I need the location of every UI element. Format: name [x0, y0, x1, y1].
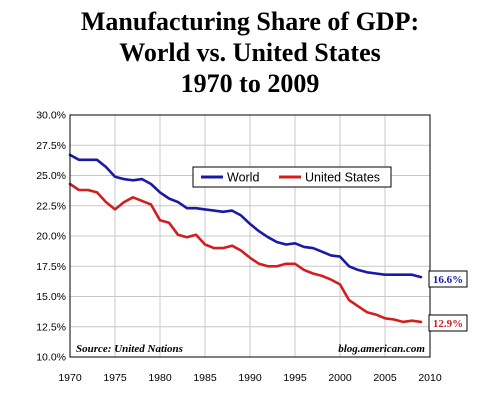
end-label-world-box	[428, 270, 468, 288]
x-tick-label: 1990	[238, 372, 262, 384]
end-label-us-text: 12.9%	[433, 318, 463, 330]
series-lines	[68, 153, 423, 324]
chart-title: Manufacturing Share of GDP: World vs. Un…	[0, 6, 500, 99]
grid-lines	[69, 114, 431, 358]
credit-note: blog.american.com	[338, 343, 425, 355]
legend-label-us: United States	[305, 171, 380, 185]
y-tick-label: 27.5%	[36, 140, 66, 152]
end-label-world: 16.6%	[428, 270, 468, 288]
title-line-3: 1970 to 2009	[180, 69, 320, 98]
y-tick-label: 25.0%	[36, 170, 66, 182]
title-line-1: Manufacturing Share of GDP:	[80, 7, 420, 36]
y-tick-label: 12.5%	[36, 321, 66, 333]
y-tick-label: 22.5%	[36, 200, 66, 212]
x-axis-ticks: 1970 1975 1980 1985 1990 1995 2000 2005 2010	[58, 372, 442, 384]
legend-label-world: World	[227, 171, 259, 185]
plot-frame	[69, 114, 431, 358]
x-tick-label: 1995	[283, 372, 307, 384]
y-axis-ticks: 10.0% 12.5% 15.0% 17.5% 20.0% 22.5% 25.0% 27.5%…	[36, 110, 66, 364]
x-tick-label: 1970	[58, 372, 82, 384]
source-note: Source: United Nations	[76, 343, 183, 355]
legend: World United States	[192, 166, 392, 188]
y-tick-label: 30.0%	[36, 110, 66, 122]
y-tick-label: 17.5%	[36, 261, 66, 273]
x-tick-label: 2010	[418, 372, 442, 384]
series-line-us	[68, 182, 423, 324]
end-label-us: 12.9%	[428, 314, 468, 332]
end-label-us-box	[428, 314, 468, 332]
y-tick-label: 20.0%	[36, 231, 66, 243]
title-line-2: World vs. United States	[119, 38, 381, 67]
y-tick-label: 15.0%	[36, 291, 66, 303]
x-tick-label: 2005	[373, 372, 397, 384]
x-tick-label: 1985	[193, 372, 217, 384]
x-tick-label: 1975	[103, 372, 127, 384]
end-label-world-text: 16.6%	[433, 274, 463, 286]
x-tick-label: 2000	[328, 372, 352, 384]
series-line-world	[68, 153, 423, 279]
y-tick-label: 10.0%	[36, 352, 66, 364]
x-tick-label: 1980	[148, 372, 172, 384]
